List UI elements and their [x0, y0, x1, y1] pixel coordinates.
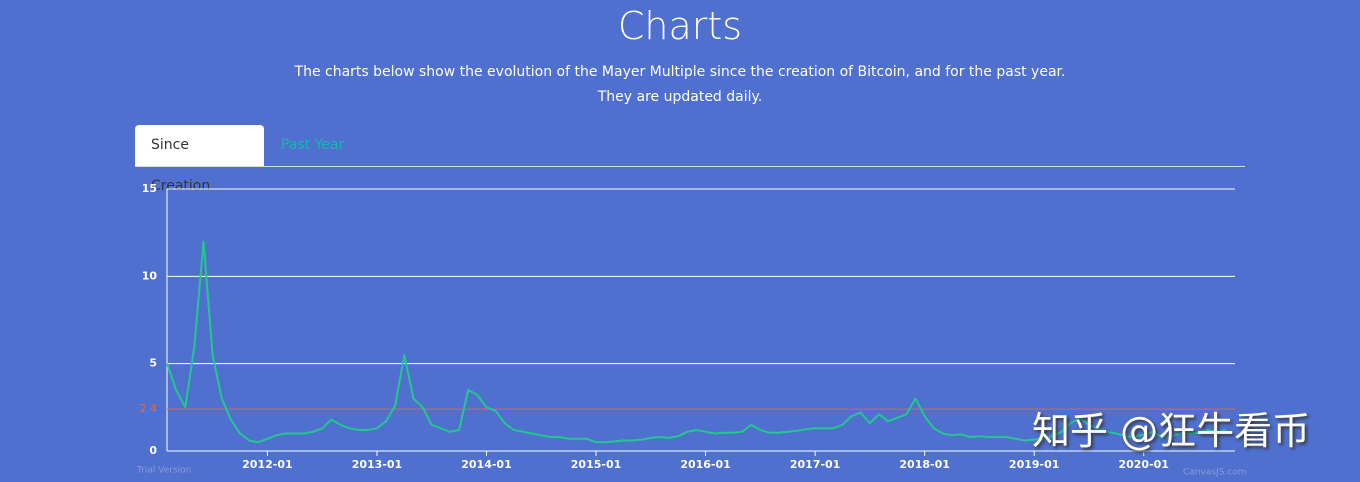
- tab[interactable]: Past Year: [281, 137, 345, 153]
- x-tick-label: 2018-01: [899, 458, 950, 471]
- subtitle: The charts below show the evolution of t…: [294, 64, 1066, 80]
- x-tick-label: 2014-01: [461, 458, 512, 471]
- x-tick-label: 2020-01: [1118, 458, 1169, 471]
- subtitle: They are updated daily.: [597, 89, 763, 105]
- credit: CanvasJS.com: [1183, 468, 1246, 478]
- x-tick-label: 2013-01: [352, 458, 403, 471]
- y-tick-label: 10: [142, 269, 158, 282]
- y-tick-label: 15: [142, 182, 157, 195]
- page-title: Charts: [617, 4, 743, 48]
- watermark: 知乎 @狂牛看币: [1032, 409, 1311, 453]
- x-tick-label: 2012-01: [242, 458, 293, 471]
- y-tick-label: 5: [149, 357, 157, 370]
- tab[interactable]: Since Creation: [135, 125, 264, 194]
- y-tick-label: 0: [149, 444, 157, 457]
- credit: Trial Version: [136, 466, 191, 476]
- tab-underline: [135, 166, 1245, 167]
- x-tick-label: 2019-01: [1009, 458, 1060, 471]
- x-tick-label: 2016-01: [680, 458, 731, 471]
- x-tick-label: 2017-01: [790, 458, 841, 471]
- x-tick-label: 2015-01: [571, 458, 622, 471]
- data-line: [166, 240, 1227, 444]
- reference-label: 2.4: [140, 402, 158, 415]
